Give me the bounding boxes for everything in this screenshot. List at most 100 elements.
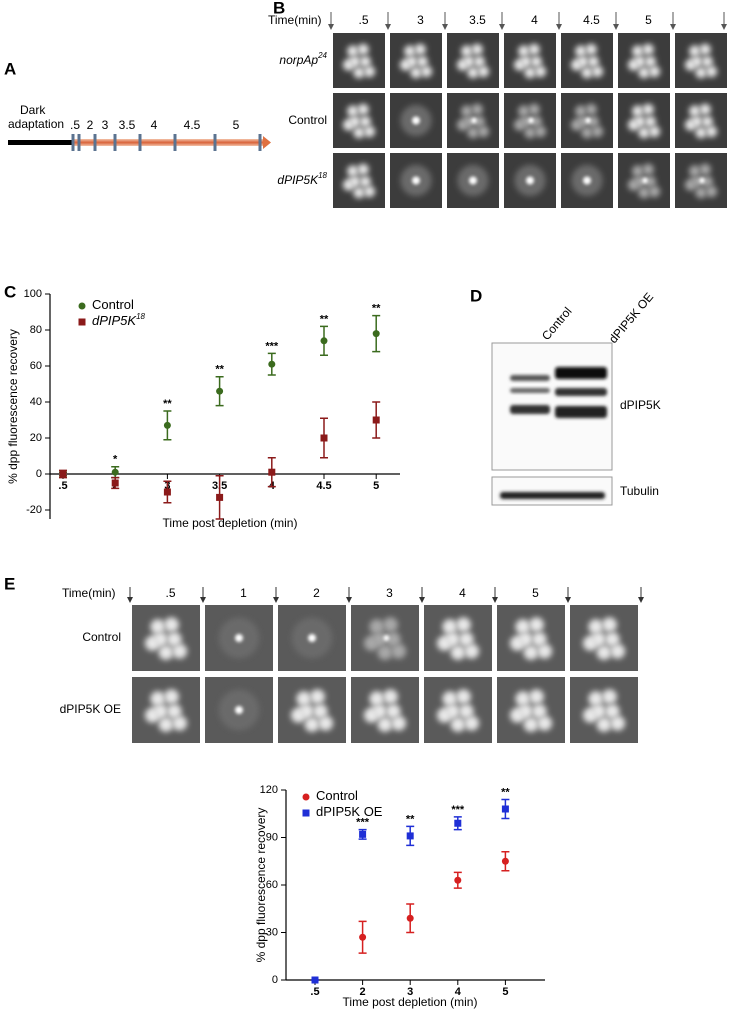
significance: ** — [406, 813, 415, 825]
data-point — [359, 933, 367, 941]
micrograph-content — [509, 689, 553, 733]
time-arrow-head — [499, 24, 505, 30]
rhabdomere — [699, 103, 711, 116]
blot-band — [500, 492, 605, 499]
row-label: dPIP5K18 — [277, 171, 327, 187]
rhabdomere — [309, 689, 325, 705]
rhabdomere — [458, 631, 474, 647]
micrograph-content — [514, 164, 546, 197]
rhabdomere — [648, 65, 661, 78]
y-tick-label: 100 — [24, 288, 42, 300]
rhabdomere — [581, 66, 593, 79]
rhabdomere — [369, 619, 385, 635]
micrograph-content — [144, 617, 188, 661]
rhabdomere — [369, 691, 385, 707]
rhabdomere — [353, 186, 365, 199]
micrograph-content — [684, 103, 718, 139]
rhabdomere — [515, 619, 531, 635]
rhabdomere — [347, 45, 359, 57]
rhabdomere — [464, 715, 480, 731]
timeline-tick — [213, 134, 217, 151]
rhabdomere — [404, 45, 416, 57]
panel-label: A — [4, 59, 16, 78]
y-tick-label: 0 — [36, 468, 42, 480]
rhabdomere — [290, 707, 306, 723]
rhabdomere — [144, 707, 160, 723]
label-superscript: 18 — [318, 171, 327, 180]
rhabdomere — [357, 43, 369, 56]
rhabdomere — [385, 631, 401, 647]
y-tick-label: 120 — [260, 784, 278, 796]
legend-marker — [302, 809, 310, 817]
rhabdomere — [471, 43, 483, 56]
rhabdomere — [477, 125, 490, 138]
y-tick-label: 60 — [266, 879, 278, 891]
data-point — [372, 416, 380, 424]
rhabdomere — [689, 45, 701, 57]
time-label: .5 — [358, 13, 368, 27]
rhabdomere — [689, 165, 701, 177]
rhabdomere — [509, 707, 525, 723]
legend-marker — [78, 302, 86, 310]
time-arrow-head — [638, 597, 644, 603]
rhabdomere — [420, 65, 433, 78]
blot-band — [510, 405, 550, 414]
rhabdomere — [442, 691, 458, 707]
rhabdomere — [518, 45, 530, 57]
rhabdomere — [385, 703, 401, 719]
significance: ** — [372, 303, 381, 315]
rhabdomere — [442, 619, 458, 635]
micrograph-content — [456, 43, 490, 79]
micrograph-content — [509, 617, 553, 661]
micrograph-content — [400, 164, 432, 197]
rhabdomere — [528, 43, 540, 56]
rhabdomere — [684, 179, 697, 191]
y-tick-label: 20 — [30, 432, 42, 444]
time-label: 3 — [102, 118, 109, 132]
rhabdomere — [642, 163, 654, 176]
spot — [583, 176, 591, 185]
time-label: 2 — [87, 118, 94, 132]
rhabdomere — [588, 691, 604, 707]
blot-band — [510, 375, 550, 381]
rhabdomere — [347, 105, 359, 117]
rhabdomere — [701, 115, 713, 128]
rhabdomere — [638, 126, 650, 139]
time-label: .5 — [165, 586, 175, 600]
y-tick-label: 80 — [30, 324, 42, 336]
rhabdomere — [627, 59, 640, 71]
rhabdomere — [570, 119, 583, 131]
rhabdomere — [531, 631, 547, 647]
label-text: Control — [288, 113, 327, 127]
rhabdomere — [591, 125, 604, 138]
rhabdomere — [414, 43, 426, 56]
significance: *** — [356, 816, 370, 828]
rhabdomere — [467, 126, 479, 139]
micrograph-content — [399, 43, 433, 79]
rhabdomere — [464, 643, 480, 659]
timeline-tick — [258, 134, 262, 151]
rhabdomere — [513, 119, 526, 131]
arrow-head — [263, 136, 271, 149]
rhabdomere — [604, 631, 620, 647]
spot — [235, 706, 243, 714]
label-text: norpAp — [279, 53, 318, 67]
timeline-tick — [71, 134, 75, 151]
x-tick-label: 5 — [502, 986, 508, 998]
time-label: 3.5 — [119, 118, 136, 132]
micrograph-content — [627, 43, 661, 79]
rhabdomere — [391, 715, 407, 731]
rhabdomere — [632, 165, 644, 177]
data-point — [359, 830, 367, 838]
rhabdomere — [391, 643, 407, 659]
time-label: 4.5 — [583, 13, 600, 27]
spot — [471, 117, 478, 124]
time-label: 4 — [459, 586, 466, 600]
micrograph-content — [457, 164, 489, 197]
rhabdomere — [359, 175, 371, 188]
rhabdomere — [163, 617, 179, 633]
rhabdomere — [523, 717, 539, 733]
rhabdomere — [150, 691, 166, 707]
y-axis-label: % dpp fluorescence recovery — [6, 329, 20, 484]
